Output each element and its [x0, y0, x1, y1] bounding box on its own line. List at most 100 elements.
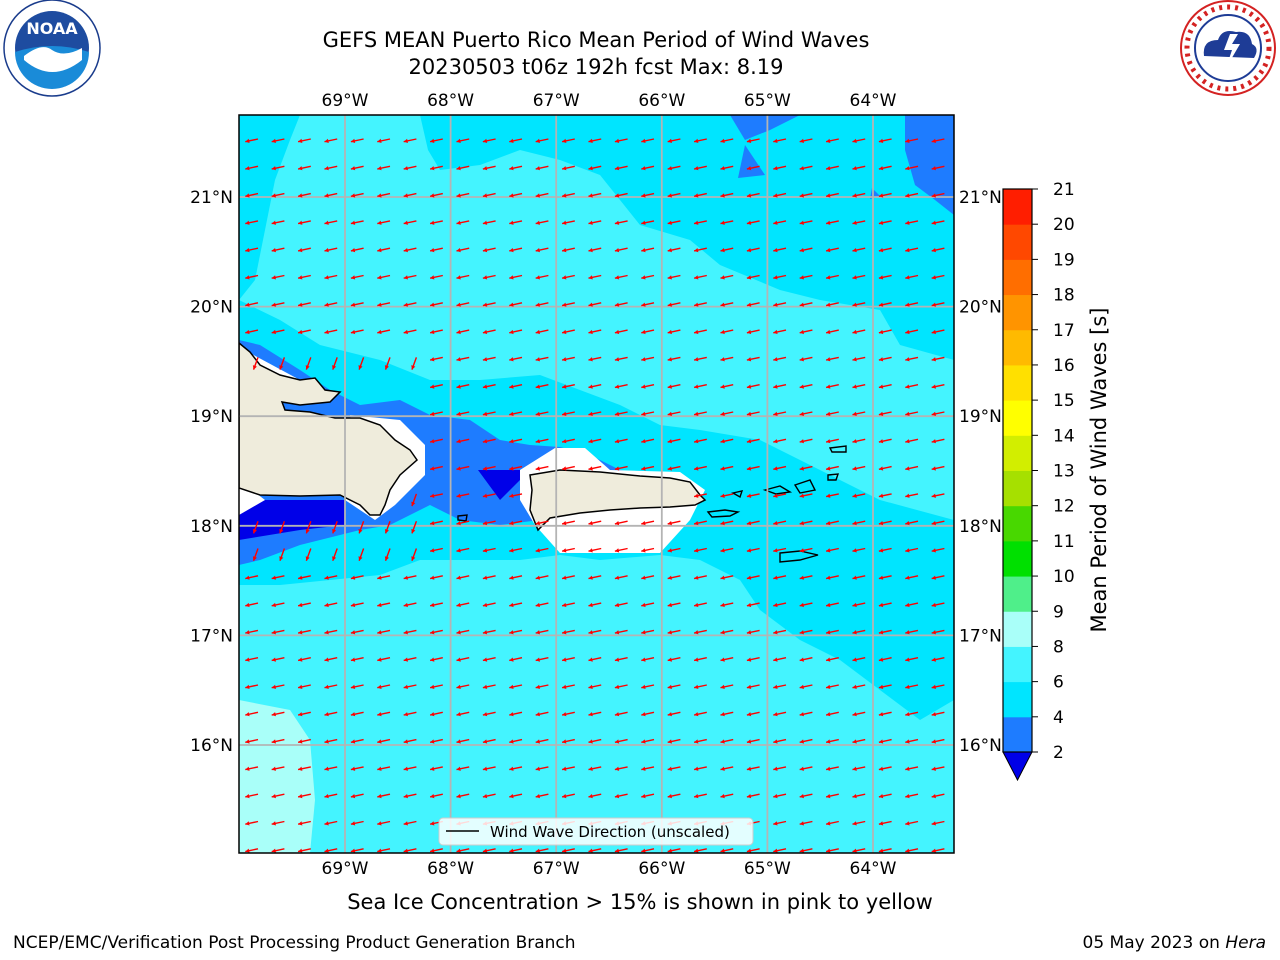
- wave-direction-arrow: [720, 684, 734, 689]
- wave-direction-arrow: [482, 220, 496, 225]
- wave-direction-arrow: [456, 793, 470, 799]
- wave-direction-arrow: [746, 302, 760, 307]
- wave-direction-arrow: [297, 684, 311, 689]
- wave-direction-arrow: [773, 766, 787, 771]
- wave-direction-arrow: [746, 766, 760, 771]
- lon-tick-label: 64°W: [850, 859, 897, 879]
- wave-direction-arrow: [905, 820, 919, 826]
- wave-direction-arrow: [720, 192, 734, 198]
- wave-direction-arrow: [852, 766, 866, 771]
- wave-direction-arrow: [773, 848, 787, 853]
- wave-direction-arrow: [561, 848, 575, 853]
- wave-direction-arrow: [482, 247, 496, 253]
- wave-direction-arrow: [799, 302, 813, 307]
- wave-direction-arrow: [482, 848, 496, 853]
- wave-direction-arrow: [350, 629, 364, 635]
- wave-direction-arrow: [588, 602, 602, 608]
- wave-direction-arrow: [693, 465, 707, 471]
- wave-direction-arrow: [825, 356, 839, 362]
- wave-direction-arrow: [482, 302, 496, 307]
- wave-direction-arrow: [377, 192, 391, 198]
- wave-direction-arrow: [358, 548, 365, 561]
- wave-direction-arrow: [878, 602, 892, 608]
- wave-direction-arrow: [693, 602, 707, 608]
- wave-direction-arrow: [482, 547, 496, 553]
- wave-direction-arrow: [456, 220, 470, 225]
- wave-direction-arrow: [482, 138, 496, 143]
- wave-direction-arrow: [403, 684, 417, 689]
- wave-direction-arrow: [746, 356, 760, 362]
- wave-direction-arrow: [667, 329, 681, 335]
- wave-direction-arrow: [746, 629, 760, 635]
- wave-direction-arrow: [324, 629, 338, 635]
- wave-direction-arrow: [931, 820, 945, 826]
- wave-direction-arrow: [773, 657, 787, 662]
- wave-direction-arrow: [799, 629, 813, 635]
- wave-direction-arrow: [641, 165, 655, 171]
- wave-direction-arrow: [799, 575, 813, 580]
- wave-direction-arrow: [641, 629, 655, 635]
- wave-direction-arrow: [377, 711, 391, 717]
- wave-direction-arrow: [429, 766, 443, 771]
- wave-direction-arrow: [746, 411, 760, 416]
- wave-direction-arrow: [588, 848, 602, 853]
- wave-direction-arrow: [429, 711, 443, 717]
- wave-direction-arrow: [252, 357, 259, 370]
- wave-direction-arrow: [693, 684, 707, 689]
- wave-direction-arrow: [614, 657, 628, 662]
- wave-direction-arrow: [482, 384, 496, 389]
- wave-direction-arrow: [588, 165, 602, 171]
- wave-direction-arrow: [535, 465, 549, 471]
- wave-direction-arrow: [377, 302, 391, 307]
- wave-direction-arrow: [509, 493, 523, 498]
- wave-direction-arrow: [561, 165, 575, 171]
- wave-direction-arrow: [482, 738, 496, 744]
- wave-direction-arrow: [482, 411, 496, 416]
- wave-direction-arrow: [825, 384, 839, 389]
- wave-direction-arrow: [297, 165, 311, 171]
- wave-direction-arrow: [245, 738, 259, 744]
- map-frame: [238, 114, 955, 854]
- wave-direction-arrow: [350, 684, 364, 689]
- wave-direction-arrow: [773, 192, 787, 198]
- wave-direction-arrow: [773, 220, 787, 225]
- colorbar-tick-label: 13: [1053, 462, 1075, 482]
- wave-direction-arrow: [535, 356, 549, 362]
- lat-tick-label: 21°N: [190, 188, 233, 208]
- wave-direction-arrow: [746, 848, 760, 853]
- wave-direction-arrow: [297, 820, 311, 826]
- wave-direction-arrow: [271, 192, 285, 198]
- wave-direction-arrow: [667, 711, 681, 717]
- wave-direction-arrow: [456, 766, 470, 771]
- wave-direction-arrow: [693, 138, 707, 143]
- wave-direction-arrow: [825, 575, 839, 580]
- wave-direction-arrow: [878, 384, 892, 389]
- lon-tick-labels-top: 69°W 68°W 67°W 66°W 65°W 64°W: [322, 91, 897, 111]
- wave-direction-arrow: [720, 629, 734, 635]
- wave-direction-arrow: [825, 302, 839, 307]
- wave-direction-arrow: [852, 329, 866, 335]
- wave-direction-arrow: [403, 274, 417, 280]
- wave-direction-arrow: [377, 820, 391, 826]
- wave-direction-arrow: [588, 302, 602, 307]
- wave-direction-arrow: [297, 575, 311, 580]
- wave-direction-arrow: [297, 766, 311, 771]
- wave-direction-arrow: [641, 848, 655, 853]
- wave-direction-arrow: [324, 711, 338, 717]
- wave-direction-arrow: [429, 738, 443, 744]
- wave-direction-arrow: [614, 520, 628, 526]
- wave-direction-arrow: [297, 711, 311, 717]
- wave-direction-arrow: [667, 520, 681, 526]
- wave-direction-arrow: [588, 465, 602, 471]
- wave-direction-arrow: [799, 520, 813, 526]
- wave-direction-arrow: [350, 657, 364, 662]
- wave-direction-arrow: [324, 575, 338, 580]
- wave-direction-arrow: [561, 575, 575, 580]
- wave-direction-arrow: [350, 274, 364, 280]
- wave-direction-arrow: [693, 356, 707, 362]
- wave-direction-arrow: [509, 793, 523, 799]
- wave-direction-arrow: [429, 793, 443, 799]
- wave-direction-arrow: [852, 493, 866, 498]
- wave-direction-arrow: [403, 848, 417, 853]
- wave-direction-arrow: [667, 274, 681, 280]
